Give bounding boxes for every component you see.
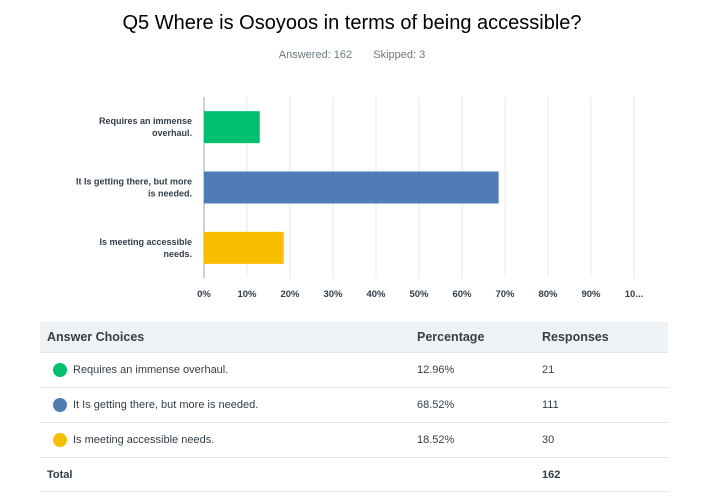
table-header-row: Answer Choices Percentage Responses <box>40 322 668 353</box>
x-tick-label: 10... <box>625 289 644 300</box>
total-label: Total <box>40 457 417 492</box>
x-tick-label: 70% <box>495 289 515 300</box>
answer-choice-label: Is meeting accessible needs. <box>73 433 215 446</box>
legend-dot-icon <box>53 398 67 412</box>
table-row: Is meeting accessible needs. 18.52% 30 <box>40 422 668 458</box>
legend-dot-icon <box>53 363 67 377</box>
answer-choice-label: It Is getting there, but more is needed. <box>73 398 259 411</box>
answer-choice-cell: It Is getting there, but more is needed. <box>40 387 417 423</box>
percentage-cell: 12.96% <box>417 352 542 388</box>
table-total-row: Total 162 <box>40 457 668 492</box>
page-title: Q5 Where is Osoyoos in terms of being ac… <box>122 12 582 34</box>
category-label: It Is getting there, but more is needed. <box>76 177 192 199</box>
bar <box>204 231 284 264</box>
total-percentage-cell <box>417 457 542 492</box>
bar <box>204 111 260 144</box>
percentage-cell: 18.52% <box>417 422 542 458</box>
x-tick-label: 0% <box>197 289 211 300</box>
answered-count: Answered: 162 <box>278 49 353 61</box>
x-tick-label: 90% <box>581 289 601 300</box>
x-tick-label: 10% <box>237 289 257 300</box>
responses-cell: 21 <box>542 352 668 388</box>
answer-choice-cell: Requires an immense overhaul. <box>40 352 417 388</box>
answer-choice-label: Requires an immense overhaul. <box>73 363 229 376</box>
column-header-responses: Responses <box>542 322 668 353</box>
bar <box>204 171 499 204</box>
category-label: Is meeting accessible needs. <box>99 237 192 259</box>
answer-choice-cell: Is meeting accessible needs. <box>40 422 417 458</box>
table-row: It Is getting there, but more is needed.… <box>40 387 668 423</box>
column-header-answer-choices: Answer Choices <box>40 322 417 353</box>
answer-table: Answer Choices Percentage Responses Requ… <box>40 322 668 492</box>
responses-cell: 111 <box>542 387 668 423</box>
legend-dot-icon <box>53 433 67 447</box>
x-tick-label: 20% <box>280 289 300 300</box>
responses-cell: 30 <box>542 422 668 458</box>
column-header-percentage: Percentage <box>417 322 542 353</box>
response-summary: Answered: 162 Skipped: 3 <box>0 49 704 61</box>
x-tick-label: 60% <box>452 289 472 300</box>
category-label: Requires an immense overhaul. <box>99 116 192 138</box>
x-tick-label: 50% <box>409 289 429 300</box>
x-tick-label: 80% <box>538 289 558 300</box>
table-row: Requires an immense overhaul. 12.96% 21 <box>40 352 668 388</box>
skipped-count: Skipped: 3 <box>373 49 426 61</box>
bar-chart: 0% 10% 20% 30% 40% 50% 60% 70% 80% 90% 10... Requir… <box>76 97 644 300</box>
x-tick-label: 40% <box>366 289 386 300</box>
total-value: 162 <box>542 457 668 492</box>
percentage-cell: 68.52% <box>417 387 542 423</box>
x-tick-label: 30% <box>323 289 343 300</box>
